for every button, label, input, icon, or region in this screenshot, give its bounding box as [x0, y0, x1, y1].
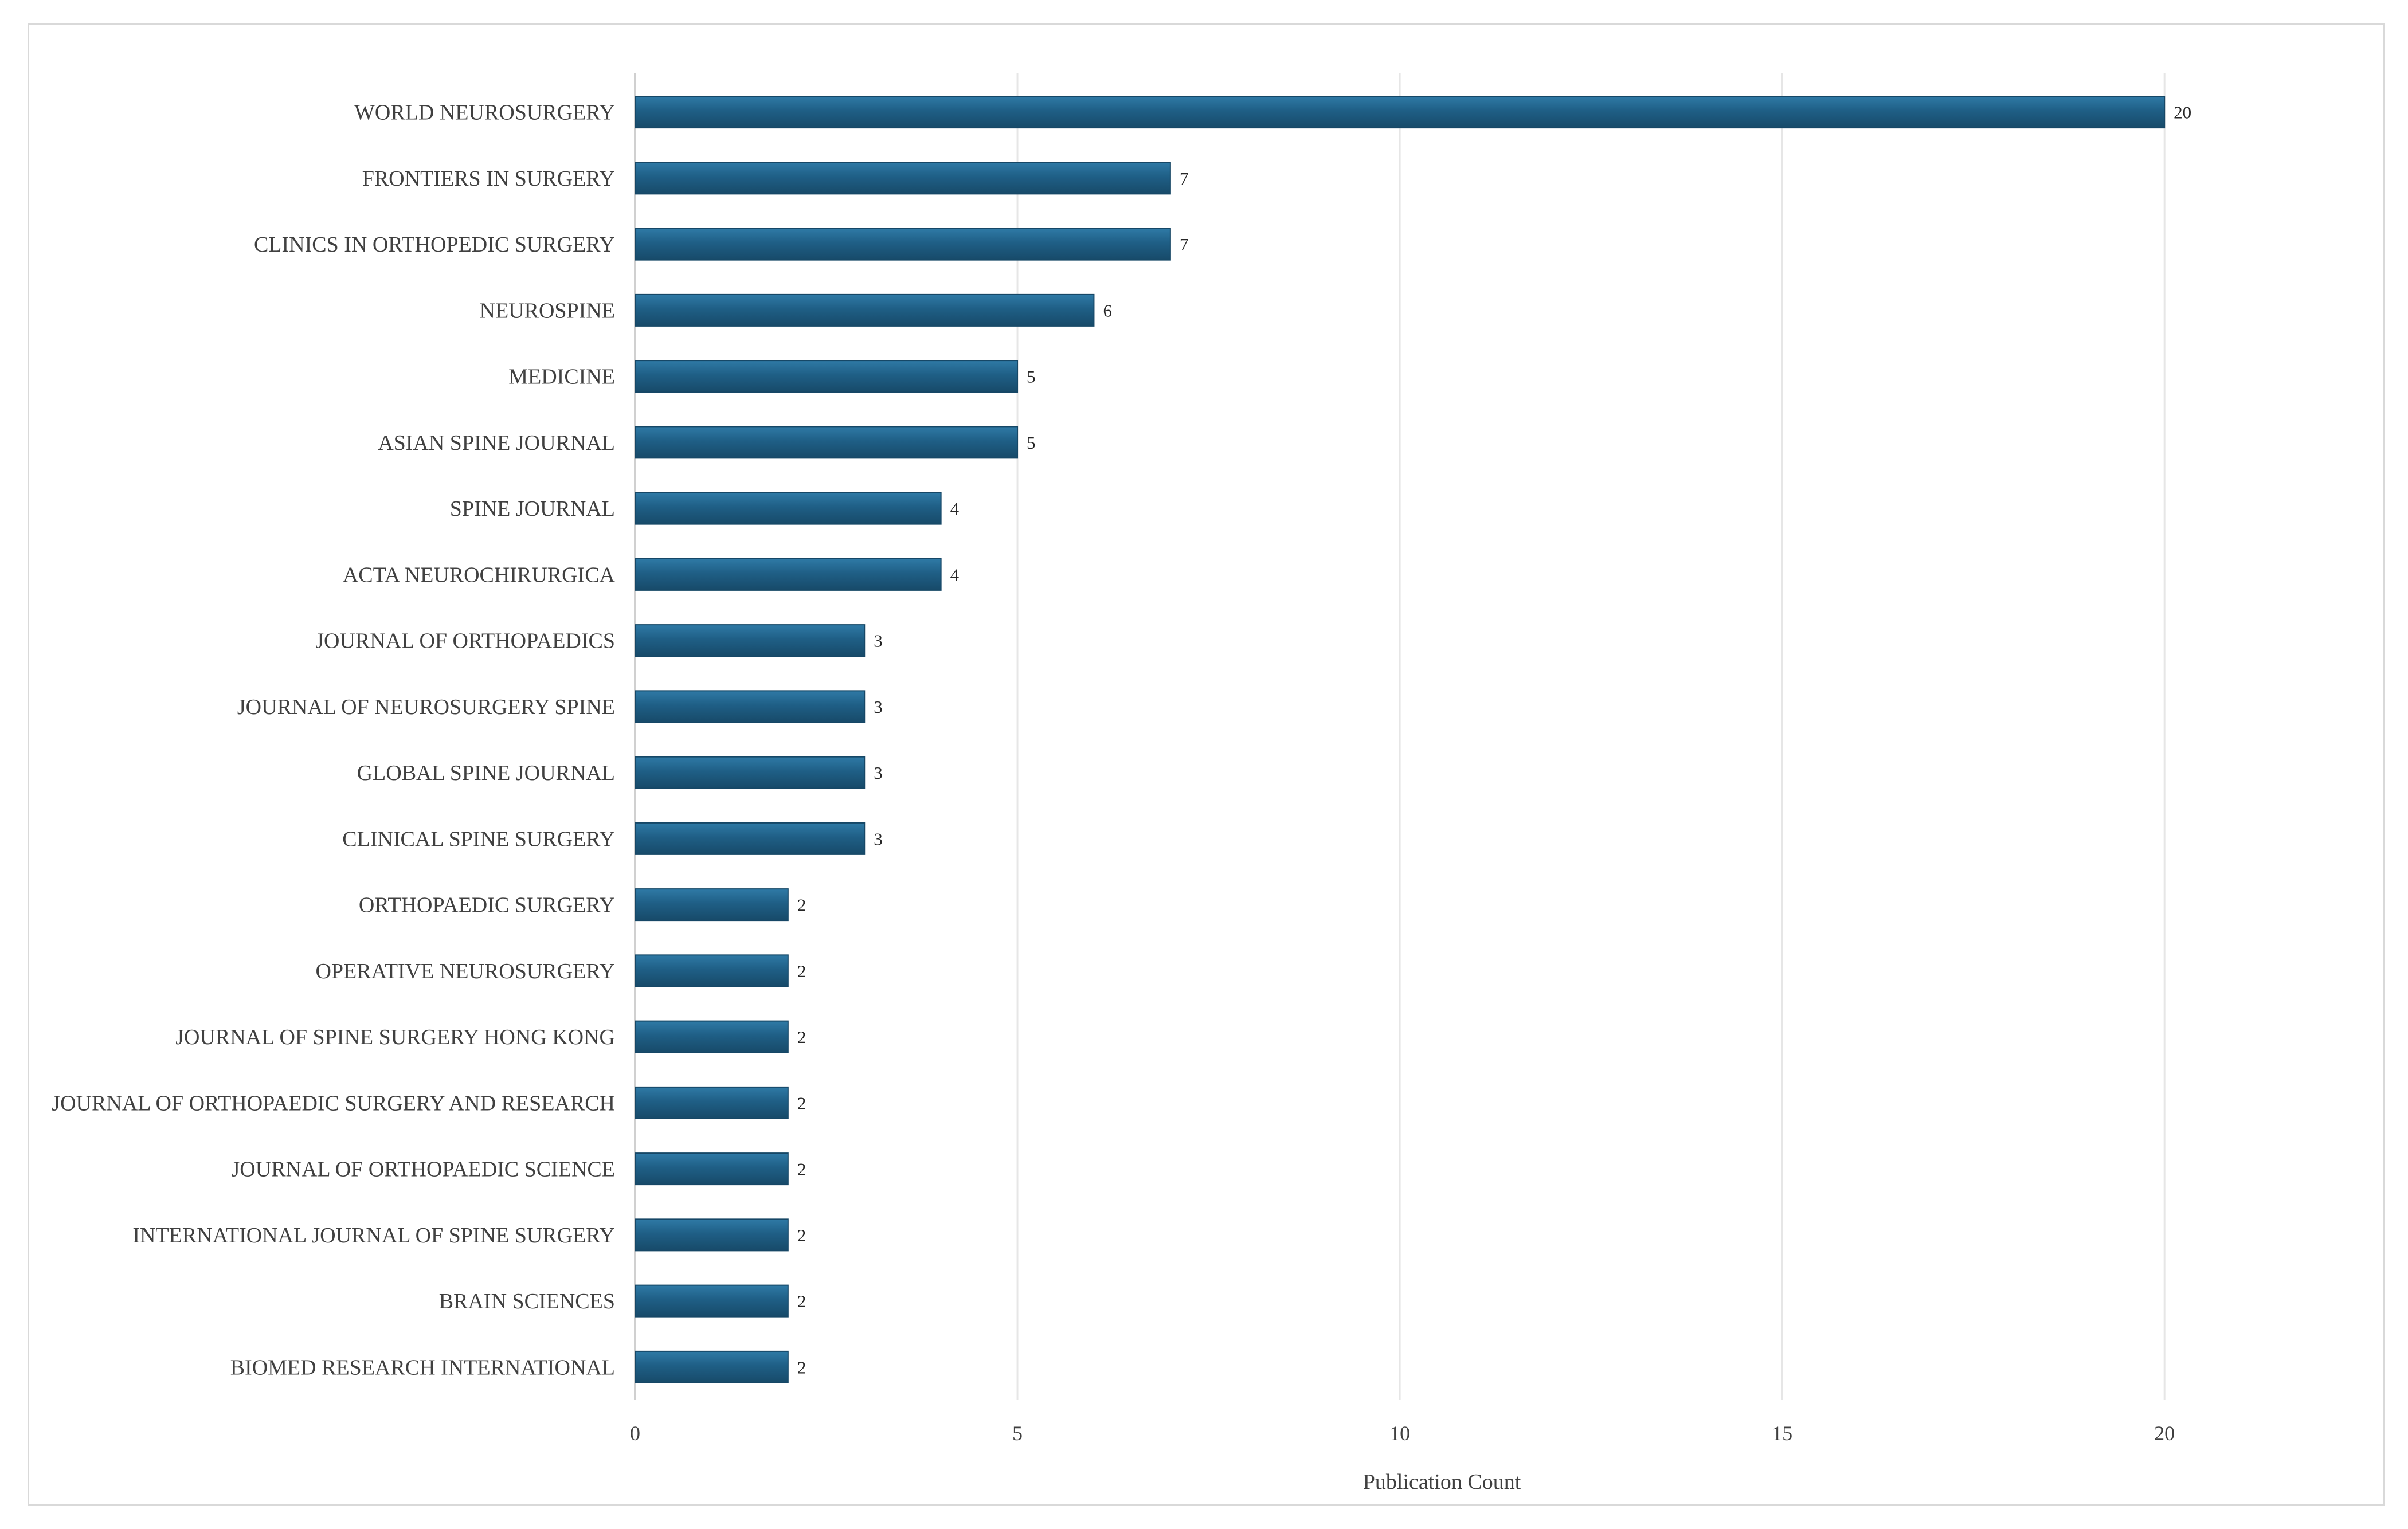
data-label: 2	[797, 1291, 806, 1311]
bar	[635, 228, 1171, 261]
bar	[635, 954, 789, 987]
category-labels: WORLD NEUROSURGERY FRONTIERS IN SURGERY CL…	[52, 101, 615, 1380]
chart-frame: WORLD NEUROSURGERY FRONTIERS IN SURGERY CL…	[28, 23, 2385, 1506]
category-label: ACTA NEUROCHIRURGICA	[343, 563, 616, 587]
data-label: 4	[950, 564, 960, 585]
category-label: OPERATIVE NEUROSURGERY	[315, 959, 615, 983]
bar	[635, 624, 866, 657]
category-label: CLINICS IN ORTHOPEDIC SURGERY	[254, 233, 615, 257]
bar	[635, 360, 1019, 393]
category-label: NEUROSPINE	[480, 299, 615, 323]
bar	[635, 690, 866, 723]
category-label: JOURNAL OF ORTHOPAEDIC SCIENCE	[232, 1158, 615, 1182]
data-label: 2	[797, 961, 806, 981]
bar	[635, 888, 789, 922]
x-tick-label: 5	[1012, 1422, 1023, 1445]
bar	[635, 756, 866, 789]
category-label: JOURNAL OF SPINE SURGERY HONG KONG	[175, 1025, 615, 1049]
bar	[635, 558, 942, 591]
data-label: 7	[1180, 234, 1189, 254]
bar	[635, 822, 866, 855]
bar	[635, 492, 942, 525]
bar	[635, 1218, 789, 1252]
data-label: 5	[1027, 367, 1036, 387]
category-label: JOURNAL OF ORTHOPAEDIC SURGERY AND RESEA…	[52, 1091, 615, 1115]
category-label: CLINICAL SPINE SURGERY	[342, 827, 615, 851]
data-label: 2	[797, 895, 806, 915]
category-label: JOURNAL OF ORTHOPAEDICS	[315, 629, 615, 653]
data-label: 5	[1027, 433, 1036, 453]
data-label: 3	[874, 631, 883, 651]
bar-chart: WORLD NEUROSURGERY FRONTIERS IN SURGERY CL…	[52, 73, 2191, 1494]
bar	[635, 1152, 789, 1186]
bars	[635, 96, 2166, 1383]
data-label: 3	[874, 697, 883, 717]
x-axis-title: Publication Count	[1363, 1470, 1521, 1494]
bar	[635, 96, 2166, 129]
data-label: 2	[797, 1357, 806, 1377]
data-label: 2	[797, 1093, 806, 1113]
category-label: BRAIN SCIENCES	[439, 1289, 615, 1314]
x-tick-label: 15	[1772, 1422, 1792, 1445]
category-label: INTERNATIONAL JOURNAL OF SPINE SURGERY	[132, 1224, 615, 1248]
bar	[635, 1284, 789, 1318]
gridlines	[634, 73, 2166, 1400]
data-label: 4	[950, 499, 960, 519]
data-label: 3	[874, 763, 883, 783]
category-label: BIOMED RESEARCH INTERNATIONAL	[230, 1355, 615, 1379]
category-label: FRONTIERS IN SURGERY	[362, 167, 615, 191]
data-label: 3	[874, 829, 883, 849]
category-label: MEDICINE	[508, 365, 615, 389]
data-label: 2	[797, 1225, 806, 1245]
bar	[635, 426, 1019, 459]
category-label: GLOBAL SPINE JOURNAL	[357, 761, 615, 785]
category-label: JOURNAL OF NEUROSURGERY SPINE	[237, 695, 615, 719]
bar	[635, 1020, 789, 1053]
category-label: ORTHOPAEDIC SURGERY	[359, 893, 615, 918]
data-label: 7	[1180, 168, 1189, 189]
data-label: 2	[797, 1027, 806, 1047]
data-label: 2	[797, 1159, 806, 1179]
bar	[635, 293, 1095, 327]
category-label: SPINE JOURNAL	[450, 497, 615, 521]
category-label: ASIAN SPINE JOURNAL	[378, 431, 615, 455]
category-label: WORLD NEUROSURGERY	[354, 101, 615, 125]
data-label: 6	[1103, 300, 1112, 320]
data-labels: 20 7 7 6 5 5 4 4 3 3 3 3 2 2 2 2 2 2 2 2	[797, 103, 2191, 1378]
bar	[635, 162, 1171, 195]
x-tick-label: 20	[2154, 1422, 2175, 1445]
x-axis-ticks: 0 5 10 15 20	[630, 1422, 2175, 1445]
bar	[635, 1350, 789, 1383]
x-tick-label: 0	[630, 1422, 640, 1445]
x-tick-label: 10	[1389, 1422, 1410, 1445]
bar	[635, 1086, 789, 1119]
data-label: 20	[2174, 103, 2191, 123]
